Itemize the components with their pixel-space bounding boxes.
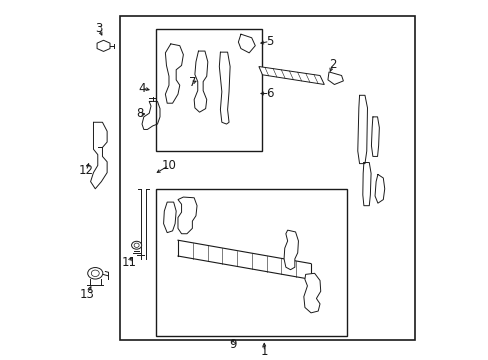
Text: 9: 9 [229,338,236,351]
Bar [156,29,262,151]
Bar [120,16,414,340]
Text: 2: 2 [328,58,336,71]
Polygon shape [258,67,324,85]
Bar [156,189,346,336]
Text: 6: 6 [265,87,273,100]
Text: 5: 5 [265,35,273,48]
Text: 8: 8 [136,108,143,121]
Polygon shape [284,230,298,270]
Ellipse shape [134,243,139,247]
Polygon shape [178,197,197,234]
Polygon shape [303,273,320,313]
Text: 10: 10 [161,159,176,172]
Text: 3: 3 [95,22,102,35]
Polygon shape [327,72,343,85]
Text: 13: 13 [80,288,94,301]
Ellipse shape [131,241,142,249]
Text: 7: 7 [188,76,196,89]
Polygon shape [97,40,110,51]
Text: 11: 11 [121,256,136,269]
Polygon shape [163,202,176,233]
Text: 1: 1 [260,345,267,358]
Text: 12: 12 [79,164,94,177]
Text: 4: 4 [138,82,145,95]
Ellipse shape [87,267,102,279]
Ellipse shape [91,270,99,276]
